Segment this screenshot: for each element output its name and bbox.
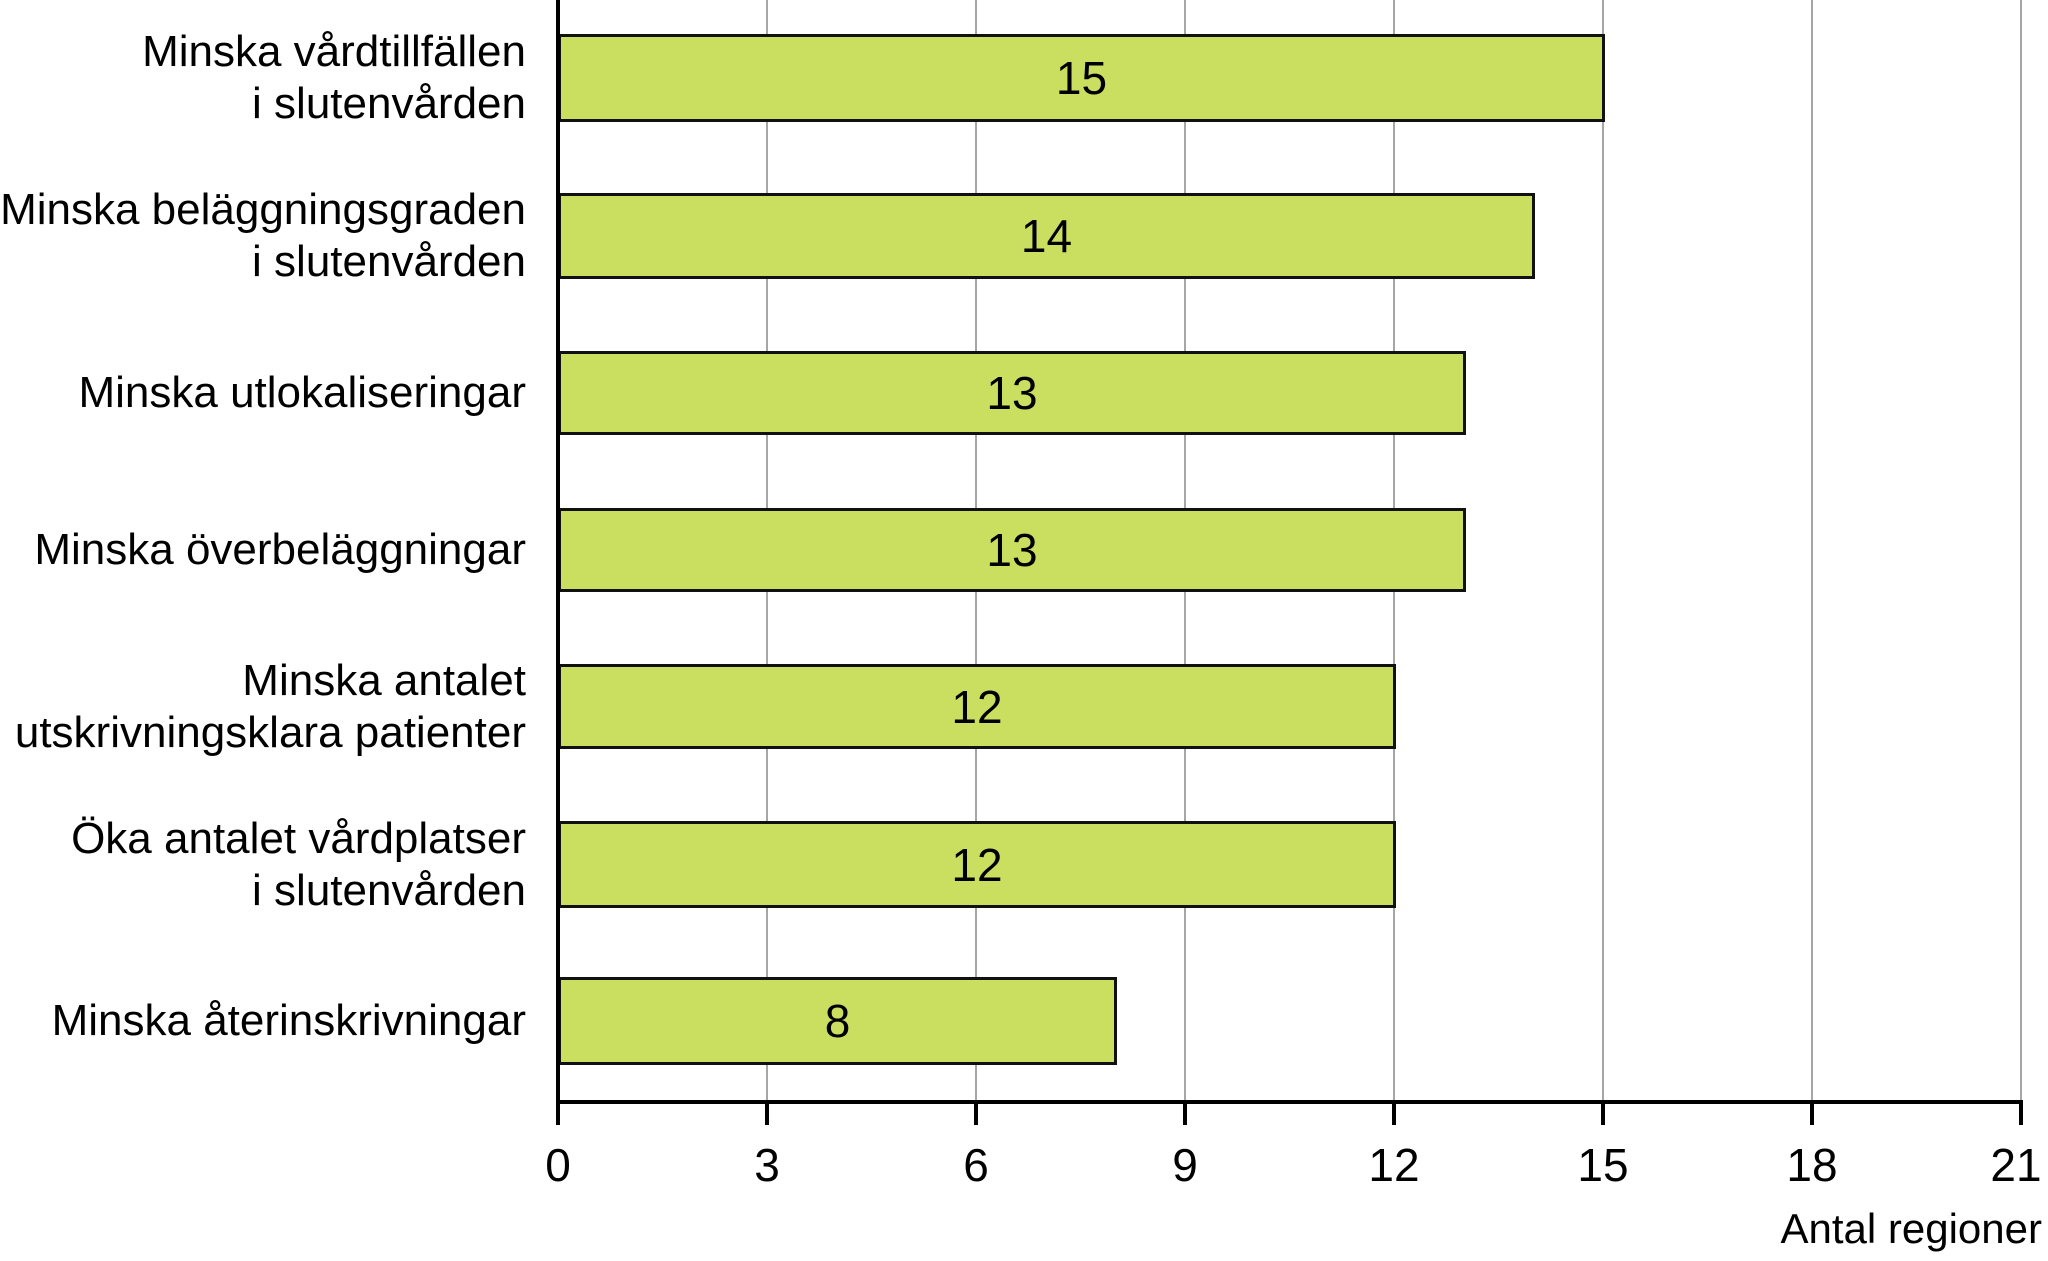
x-tick: [1183, 1100, 1187, 1125]
category-label: Minska vårdtillfällen i slutenvården: [0, 27, 526, 128]
x-tick-label: 21: [1990, 1139, 2042, 1191]
category-label-line: Öka antalet vårdplatser: [71, 813, 526, 863]
category-label-line: Minska utlokaliseringar: [78, 368, 526, 417]
x-tick-label: 3: [754, 1139, 780, 1191]
bar-value-label: 13: [986, 367, 1038, 419]
bar-3: 13: [558, 508, 1466, 592]
gridline-15: [1602, 0, 1604, 1100]
category-label: Minska överbeläggningar: [0, 508, 526, 592]
bar-2: 13: [558, 351, 1466, 435]
category-label-line: i slutenvården: [252, 79, 526, 128]
category-label-line: i slutenvården: [252, 237, 526, 286]
category-label-line: Minska antalet: [242, 655, 526, 705]
x-tick: [556, 1100, 560, 1125]
x-tick: [974, 1100, 978, 1125]
x-tick-label: 12: [1368, 1139, 1420, 1191]
gridline-21: [2020, 0, 2022, 1100]
category-label: Minska antalet utskrivningsklara patient…: [0, 656, 526, 757]
category-label: Minska återinskrivningar: [0, 977, 526, 1065]
category-label-line: Minska överbeläggningar: [34, 525, 526, 574]
bar-6: 8: [558, 977, 1117, 1065]
category-label-line: Minska beläggningsgraden: [0, 185, 526, 234]
bar-value-label: 13: [986, 524, 1038, 576]
bar-1: 14: [558, 193, 1535, 279]
category-label-line: Minska vårdtillfällen: [142, 27, 526, 76]
x-tick-label: 15: [1577, 1139, 1629, 1191]
x-axis-title: Antal regioner: [1780, 1205, 2043, 1252]
x-tick: [1601, 1100, 1605, 1125]
category-label: Minska utlokaliseringar: [0, 351, 526, 435]
bar-5: 12: [558, 821, 1396, 908]
x-tick-label: 18: [1786, 1139, 1838, 1191]
x-tick-label: 9: [1172, 1139, 1198, 1191]
bar-value-label: 8: [824, 995, 851, 1047]
category-label-line: utskrivningsklara patienter: [14, 707, 526, 757]
bar-0: 15: [558, 34, 1605, 122]
y-axis-line: [556, 0, 560, 1104]
x-tick: [765, 1100, 769, 1125]
category-label-line: Minska återinskrivningar: [51, 996, 526, 1045]
x-tick-label: 0: [545, 1139, 571, 1191]
x-tick-label: 6: [963, 1139, 989, 1191]
x-tick: [2019, 1100, 2023, 1125]
bar-value-label: 15: [1055, 52, 1108, 104]
bar-value-label: 12: [951, 680, 1003, 733]
bar-value-label: 14: [1020, 210, 1073, 262]
category-label: Minska beläggningsgraden i slutenvården: [0, 185, 526, 286]
bar-4: 12: [558, 664, 1396, 749]
x-tick: [1810, 1100, 1814, 1125]
x-tick: [1392, 1100, 1396, 1125]
bar-value-label: 12: [951, 838, 1003, 891]
x-axis-line: [556, 1100, 2023, 1104]
category-label-line: i slutenvården: [252, 865, 526, 915]
category-label: Öka antalet vårdplatser i slutenvården: [0, 814, 526, 915]
gridline-18: [1811, 0, 1813, 1100]
